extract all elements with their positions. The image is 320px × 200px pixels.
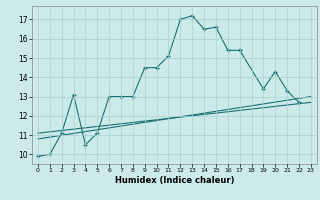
- X-axis label: Humidex (Indice chaleur): Humidex (Indice chaleur): [115, 176, 234, 185]
